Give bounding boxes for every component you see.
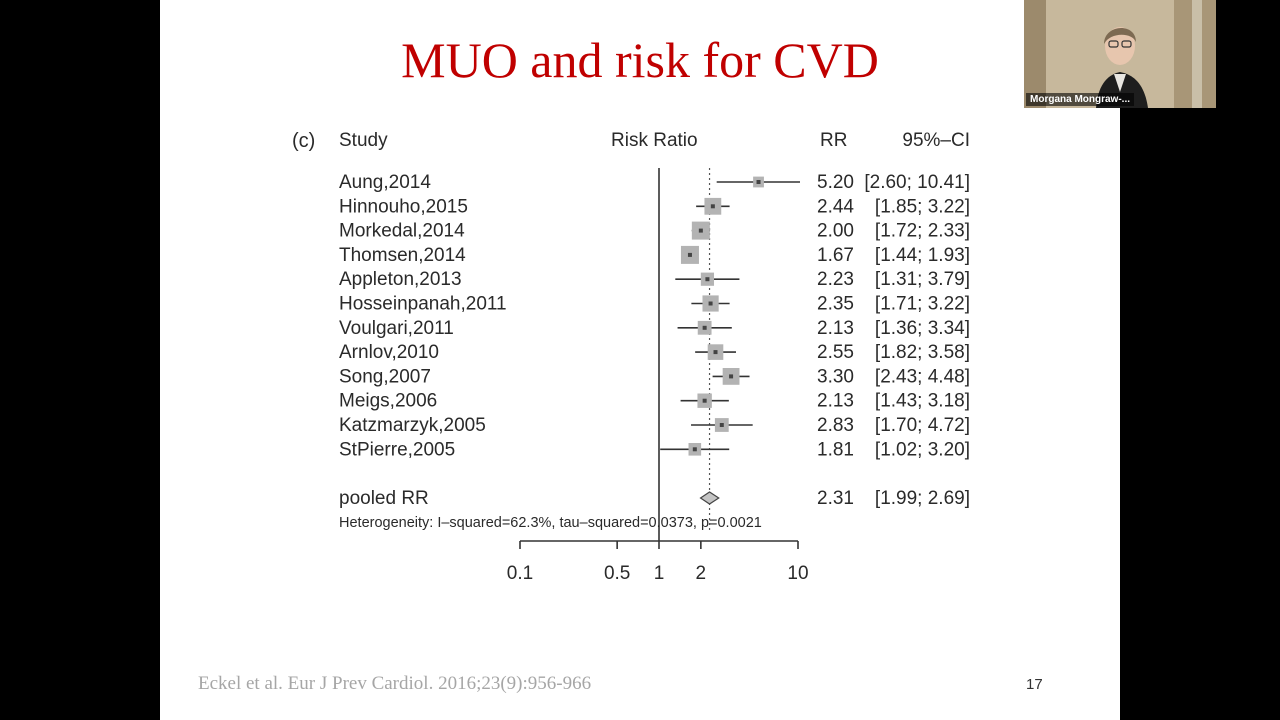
rr-value: 1.67: [817, 245, 854, 266]
ci-value: [1.36; 3.34]: [875, 318, 970, 339]
point-estimate: [713, 350, 718, 355]
rr-value: 2.00: [817, 221, 854, 242]
point-estimate: [698, 228, 703, 233]
ci-value: [2.60; 10.41]: [864, 172, 970, 193]
point-estimate: [705, 277, 710, 282]
ci-value: [1.71; 3.22]: [875, 294, 970, 315]
x-tick-label: 0.1: [507, 563, 533, 584]
ci-value: [1.72; 2.33]: [875, 221, 970, 242]
page-number: 17: [1026, 676, 1043, 693]
study-name: Hosseinpanah,2011: [339, 294, 507, 315]
rr-value: 2.35: [817, 294, 854, 315]
rr-value: 2.44: [817, 196, 854, 217]
point-estimate: [710, 204, 715, 209]
ci-value: [1.31; 3.79]: [875, 269, 970, 290]
rr-value: 5.20: [817, 172, 854, 193]
rr-value: 2.13: [817, 318, 854, 339]
slide: MUO and risk for CVD (c) Study Risk Ratio R…: [160, 0, 1120, 720]
ci-value: [1.85; 3.22]: [875, 196, 970, 217]
point-estimate: [687, 252, 692, 257]
rr-value: 2.83: [817, 415, 854, 436]
header-risk-ratio: Risk Ratio: [611, 130, 698, 151]
rr-value: 2.23: [817, 269, 854, 290]
speaker-name-label: Morgana Mongraw-...: [1026, 93, 1134, 106]
ci-value: [1.44; 1.93]: [875, 245, 970, 266]
point-estimate: [719, 423, 724, 427]
point-estimate: [708, 301, 713, 306]
study-name: Song,2007: [339, 366, 431, 387]
header-ci: 95%–CI: [902, 130, 970, 151]
participant-video-tile[interactable]: Morgana Mongraw-...: [1024, 0, 1216, 108]
rr-value: 2.55: [817, 342, 854, 363]
heterogeneity-text: Heterogeneity: I–squared=62.3%, tau–squa…: [339, 515, 762, 531]
study-name: Thomsen,2014: [339, 245, 466, 266]
study-name: Appleton,2013: [339, 269, 462, 290]
study-name: StPierre,2005: [339, 439, 455, 460]
rr-value: 1.81: [817, 439, 854, 460]
panel-label: (c): [292, 130, 315, 152]
slide-title: MUO and risk for CVD: [401, 32, 879, 88]
pooled-rr-value: 2.31: [817, 488, 854, 509]
study-name: Aung,2014: [339, 172, 431, 193]
ci-value: [1.70; 4.72]: [875, 415, 970, 436]
point-estimate: [729, 374, 734, 379]
point-estimate: [702, 398, 707, 403]
pooled-diamond: [699, 491, 720, 505]
x-tick-label: 0.5: [604, 563, 630, 584]
point-estimate: [756, 180, 761, 184]
rr-value: 2.13: [817, 391, 854, 412]
x-tick-label: 10: [787, 563, 808, 584]
study-name: Meigs,2006: [339, 391, 437, 412]
x-tick-label: 1: [654, 563, 665, 584]
x-tick-label: 2: [696, 563, 707, 584]
ci-value: [1.02; 3.20]: [875, 439, 970, 460]
citation: Eckel et al. Eur J Prev Cardiol. 2016;23…: [198, 673, 592, 694]
forest-plot: (c) Study Risk Ratio RR 95%–CI Aung,2014 5.20 […: [292, 130, 970, 584]
participant-avatar: [1024, 0, 1216, 108]
header-rr: RR: [820, 130, 847, 151]
point-estimate: [702, 325, 707, 330]
study-name: Arnlov,2010: [339, 342, 439, 363]
study-name: Katzmarzyk,2005: [339, 415, 486, 436]
header-study: Study: [339, 130, 388, 151]
study-name: Hinnouho,2015: [339, 196, 468, 217]
study-name: Morkedal,2014: [339, 221, 465, 242]
pooled-ci-value: [1.99; 2.69]: [875, 488, 970, 509]
study-name: Voulgari,2011: [339, 318, 454, 339]
rr-value: 3.30: [817, 366, 854, 387]
pooled-label: pooled RR: [339, 488, 429, 509]
ci-value: [1.82; 3.58]: [875, 342, 970, 363]
ci-value: [1.43; 3.18]: [875, 391, 970, 412]
point-estimate: [692, 447, 697, 452]
ci-value: [2.43; 4.48]: [875, 366, 970, 387]
